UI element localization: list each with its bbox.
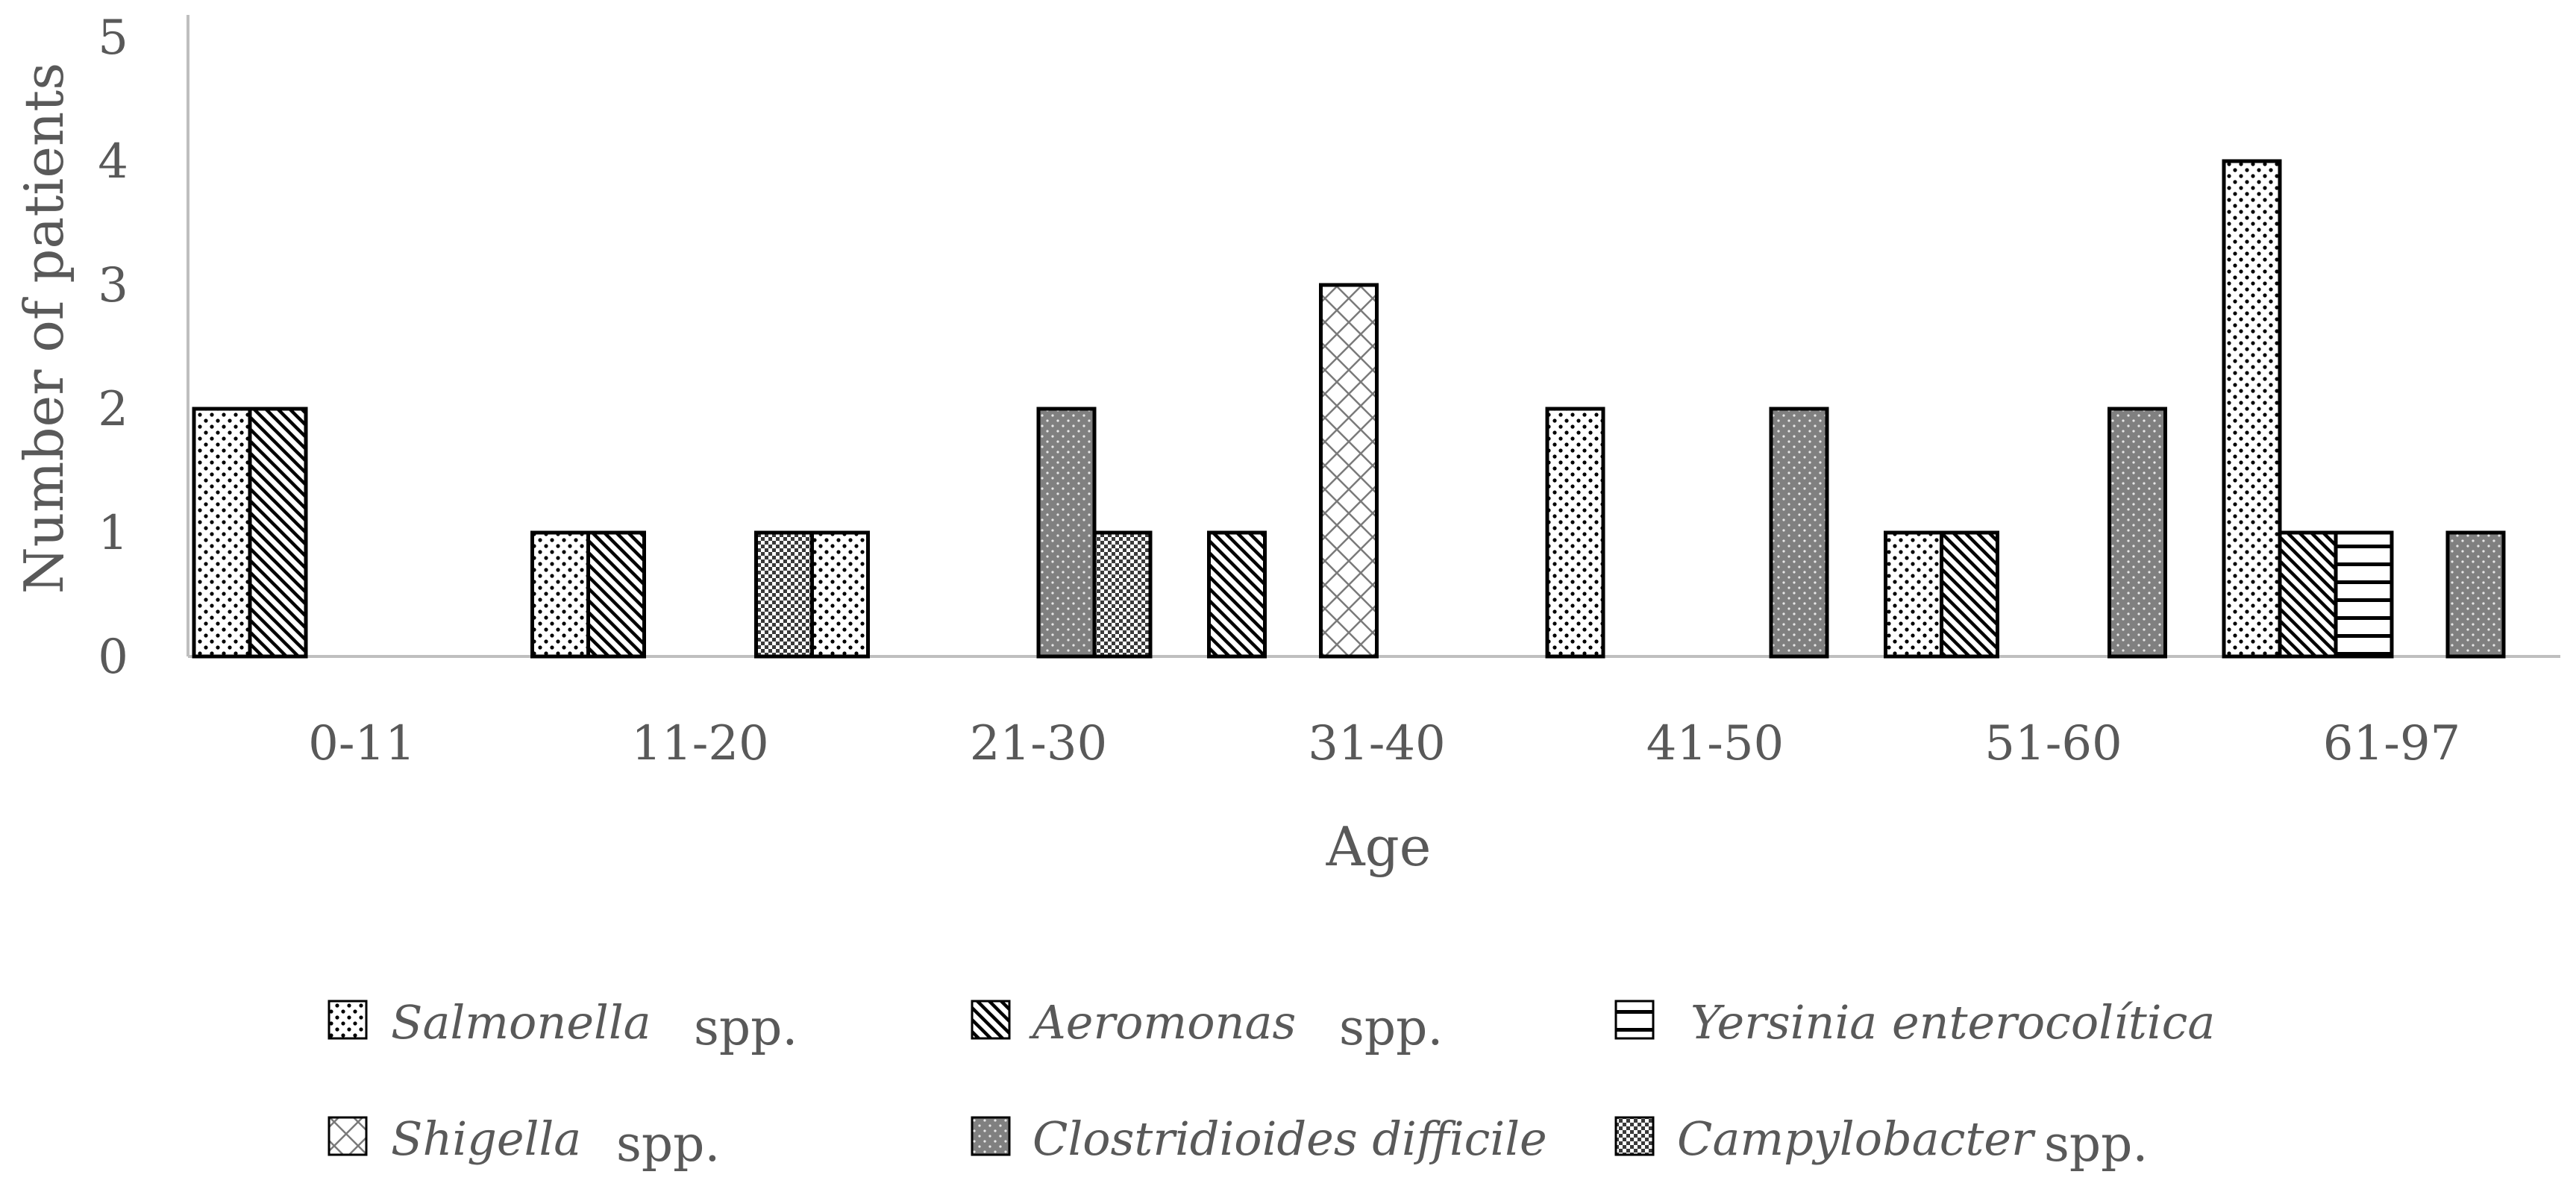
bar-11-20-aeromonas xyxy=(586,530,646,659)
legend-swatch-aeromonas xyxy=(971,1000,1011,1040)
legend-suffix-campylobacter: spp. xyxy=(2044,1115,2148,1173)
legend-item-yersinia: Yersinia enterocolítica xyxy=(1614,995,2215,1050)
bar-61-97-yersinia xyxy=(2334,530,2394,659)
y-tick-3: 3 xyxy=(98,258,128,313)
legend-suffix-salmonella: spp. xyxy=(694,999,797,1056)
legend-suffix-shigella: spp. xyxy=(616,1115,720,1173)
y-tick-1: 1 xyxy=(98,506,128,561)
bar-51-60-aeromonas xyxy=(1940,530,1999,659)
bar-21-30-clostridioides xyxy=(1036,407,1097,659)
x-tick-3: 31-40 xyxy=(1308,716,1446,771)
bar-0-11-aeromonas xyxy=(248,407,308,659)
y-tick-2: 2 xyxy=(98,382,128,437)
legend-item-salmonella: Salmonella spp. xyxy=(328,995,797,1056)
legend-item-clostridioides: Clostridioides difficile xyxy=(971,1111,1547,1166)
bar-41-50-clostridioides xyxy=(1769,407,1829,659)
y-tick-5: 5 xyxy=(98,10,128,66)
y-tick-0: 0 xyxy=(98,630,128,685)
legend-suffix-aeromonas: spp. xyxy=(1339,999,1443,1056)
bar-41-50-salmonella xyxy=(1545,407,1605,659)
x-tick-0: 0-11 xyxy=(308,716,416,771)
bars xyxy=(192,159,2506,659)
bar-31-40-shigella xyxy=(1319,283,1379,659)
legend-swatch-shigella xyxy=(328,1116,368,1156)
legend-swatch-clostridioides xyxy=(971,1116,1011,1156)
legend-swatch-yersinia xyxy=(1614,1000,1655,1040)
legend-label-shigella: Shigella xyxy=(391,1111,581,1166)
bar-21-30-campylobacter xyxy=(1092,530,1153,659)
x-tick-1: 11-20 xyxy=(631,716,769,771)
legend-item-shigella: Shigella spp. xyxy=(328,1111,720,1173)
legend-label-yersinia: Yersinia enterocolítica xyxy=(1690,995,2215,1050)
y-tick-labels: 0 1 2 3 4 5 xyxy=(98,10,128,685)
legend-label-clostridioides: Clostridioides difficile xyxy=(1032,1111,1547,1166)
y-tick-4: 4 xyxy=(98,134,128,189)
x-axis-title: Age xyxy=(1326,815,1432,878)
x-tick-labels: 0-11 11-20 21-30 31-40 41-50 51-60 61-97 xyxy=(308,716,2460,771)
bar-61-97-aeromonas xyxy=(2278,530,2338,659)
legend-swatch-salmonella xyxy=(328,1000,368,1040)
x-tick-6: 61-97 xyxy=(2323,716,2461,771)
bar-61-97-clostridioides xyxy=(2445,530,2506,659)
x-tick-4: 41-50 xyxy=(1646,716,1784,771)
bar-11-20-campylobacter xyxy=(754,530,814,659)
legend: Salmonella spp. Aeromonas spp. Yersinia … xyxy=(328,995,2215,1173)
legend-label-aeromonas: Aeromonas xyxy=(1029,995,1296,1050)
legend-label-campylobacter: Campylobacter xyxy=(1677,1111,2036,1166)
legend-item-aeromonas: Aeromonas spp. xyxy=(971,995,1443,1056)
bar-11-20-salmonella xyxy=(530,530,590,659)
x-tick-5: 51-60 xyxy=(1984,716,2122,771)
y-axis-title: Number of patients xyxy=(13,63,75,594)
bar-0-11-salmonella xyxy=(192,407,252,659)
bar-51-60-clostridioides xyxy=(2108,407,2167,659)
legend-item-campylobacter: Campylobacter spp. xyxy=(1614,1111,2148,1173)
bar-61-97-salmonella xyxy=(2222,159,2282,659)
bar-51-60-salmonella xyxy=(1884,530,1943,659)
legend-swatch-campylobacter xyxy=(1614,1116,1655,1156)
legend-label-salmonella: Salmonella xyxy=(391,995,651,1050)
bar-11-20-salmonella xyxy=(810,530,870,659)
bar-31-40-aeromonas xyxy=(1207,530,1267,659)
x-tick-2: 21-30 xyxy=(970,716,1108,771)
